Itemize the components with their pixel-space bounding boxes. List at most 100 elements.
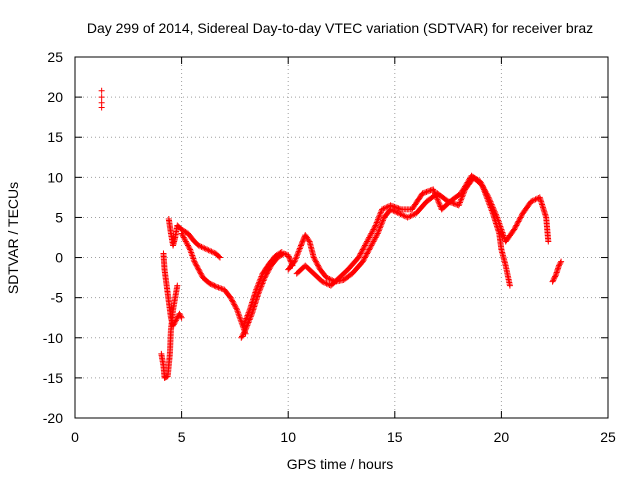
y-tick-label: -5: [51, 290, 64, 306]
data-point: [407, 213, 414, 220]
data-point: [233, 305, 240, 312]
data-point: [184, 241, 191, 248]
data-point: [314, 261, 321, 268]
data-point: [361, 242, 368, 249]
data-point: [241, 319, 248, 326]
data-point: [529, 197, 536, 204]
data-point: [551, 274, 558, 281]
x-tick-label: 5: [178, 429, 186, 445]
data-point: [322, 279, 329, 286]
data-point: [391, 203, 398, 210]
data-point: [242, 326, 249, 333]
data-point: [362, 241, 369, 248]
data-point: [364, 249, 371, 256]
data-point: [380, 215, 387, 222]
data-point: [436, 200, 443, 207]
data-point: [291, 258, 298, 265]
data-point: [197, 270, 204, 277]
data-point: [315, 263, 322, 270]
data-point: [395, 205, 402, 212]
data-point: [484, 195, 491, 202]
data-point: [373, 233, 380, 240]
data-point: [282, 251, 289, 258]
data-point: [232, 304, 239, 311]
plot-border: [74, 56, 609, 419]
data-point: [300, 237, 307, 244]
data-point: [173, 316, 180, 323]
data-point: [323, 280, 330, 287]
data-point: [483, 194, 490, 201]
data-point: [400, 212, 407, 219]
data-point: [245, 309, 252, 316]
data-point: [253, 286, 260, 293]
data-point: [359, 247, 366, 254]
data-point: [286, 256, 293, 263]
data-point: [209, 249, 216, 256]
data-point: [369, 241, 376, 248]
data-point: [244, 312, 251, 319]
data-point: [323, 274, 330, 281]
series-seg-i: [549, 258, 565, 285]
data-point: [371, 235, 378, 242]
axis-ticks: 0 5 10 15 20 25 -20 -15 -10 -5 0 5 10 15 20 25: [43, 49, 616, 445]
data-point: [381, 205, 388, 212]
data-point: [326, 275, 333, 282]
data-point: [359, 246, 366, 253]
data-point: [185, 243, 192, 250]
data-point: [513, 222, 520, 229]
data-point: [374, 216, 381, 223]
data-point: [285, 253, 292, 260]
data-point: [365, 247, 372, 254]
series-seg-a: [158, 282, 181, 381]
data-point: [388, 202, 395, 209]
data-point: [482, 191, 489, 198]
data-point: [296, 246, 303, 253]
data-point: [430, 186, 437, 193]
data-point: [199, 244, 206, 251]
data-point: [376, 226, 383, 233]
data-point: [518, 213, 525, 220]
data-point: [555, 262, 562, 269]
data-point: [215, 284, 222, 291]
data-point: [256, 277, 263, 284]
data-point: [514, 219, 521, 226]
data-point: [528, 198, 535, 205]
data-point: [365, 235, 372, 242]
data-point: [208, 248, 215, 255]
data-point: [231, 301, 238, 308]
data-point: [181, 235, 188, 242]
data-point: [238, 334, 245, 341]
y-tick-label: 25: [47, 49, 63, 65]
data-point: [278, 248, 285, 255]
data-point: [243, 323, 250, 330]
data-point: [486, 201, 493, 208]
data-point: [257, 276, 264, 283]
data-point: [556, 261, 563, 268]
data-point: [216, 285, 223, 292]
data-point: [374, 231, 381, 238]
data-point: [241, 328, 248, 335]
data-point: [374, 218, 381, 225]
data-point: [174, 282, 181, 289]
data-points: [98, 87, 565, 381]
data-point: [374, 230, 381, 237]
data-point: [177, 313, 184, 320]
data-point: [172, 318, 179, 325]
y-axis-label: SDTVAR / TECUs: [5, 182, 21, 294]
x-tick-label: 20: [494, 429, 510, 445]
data-point: [433, 194, 440, 201]
data-point: [480, 186, 487, 193]
data-point: [366, 234, 373, 241]
data-point: [373, 219, 380, 226]
data-point: [550, 277, 557, 284]
data-point: [239, 332, 246, 339]
data-point: [549, 278, 556, 285]
data-point: [315, 262, 322, 269]
data-point: [398, 211, 405, 218]
data-point: [98, 94, 105, 101]
data-point: [194, 265, 201, 272]
data-point: [420, 189, 427, 196]
data-point: [218, 285, 225, 292]
data-point: [211, 282, 218, 289]
data-point: [293, 252, 300, 259]
